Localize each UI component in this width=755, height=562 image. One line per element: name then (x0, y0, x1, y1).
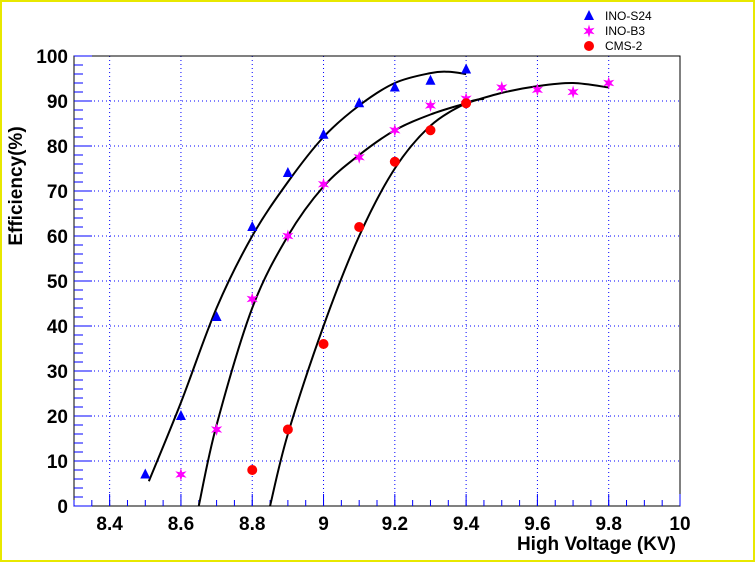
data-point-cms-2 (461, 98, 472, 109)
data-point-ino-s24 (211, 311, 222, 321)
legend-label: INO-B3 (605, 24, 645, 38)
data-point-cms-2 (282, 424, 293, 435)
data-point-ino-b3 (389, 123, 401, 137)
data-point-ino-b3 (317, 177, 330, 191)
legend-label: INO-S24 (605, 9, 652, 23)
y-tick-label: 100 (36, 47, 68, 68)
plot-frame (73, 55, 681, 507)
x-tick-label: 9 (318, 514, 329, 535)
y-tick-label: 60 (47, 227, 68, 248)
data-point-ino-b3 (211, 423, 223, 436)
y-tick-label: 30 (47, 362, 68, 383)
data-point-ino-b3 (246, 292, 258, 306)
fit-curve-ino-b3 (197, 81, 609, 507)
y-tick-label: 50 (47, 272, 68, 293)
data-point-ino-s24 (247, 221, 258, 231)
data-point-cms-2 (247, 465, 258, 475)
x-tick-label: 10 (669, 514, 690, 535)
x-tick-label: 9.2 (382, 514, 408, 535)
data-point-cms-2 (318, 339, 329, 349)
data-point-ino-s24 (140, 468, 151, 479)
y-tick-label: 80 (47, 137, 68, 158)
x-tick-label: 8.6 (168, 514, 194, 535)
data-point-ino-s24 (389, 81, 400, 92)
fit-curve-ino-s24 (147, 70, 467, 482)
data-point-ino-s24 (354, 97, 365, 108)
data-point-ino-s24 (461, 63, 472, 74)
data-point-cms-2 (389, 156, 400, 167)
legend-marker-ino-s24 (584, 10, 594, 20)
data-point-ino-s24 (282, 167, 293, 177)
y-tick-label: 40 (47, 317, 68, 338)
data-point-ino-b3 (531, 83, 543, 97)
x-axis-label: High Voltage (KV) (517, 534, 676, 555)
data-point-cms-2 (354, 222, 365, 232)
data-point-ino-b3 (424, 99, 437, 112)
legend-marker-cms-2 (584, 41, 594, 51)
y-tick-label: 90 (47, 92, 68, 113)
data-point-ino-b3 (603, 76, 615, 90)
x-tick-label: 8.8 (239, 514, 265, 535)
data-point-ino-b3 (282, 229, 294, 243)
y-tick-label: 10 (47, 452, 68, 473)
x-tick-label: 9.8 (595, 514, 621, 535)
data-point-ino-s24 (425, 74, 436, 85)
data-point-ino-s24 (318, 128, 329, 139)
data-point-ino-b3 (496, 81, 508, 94)
data-point-cms-2 (425, 125, 436, 136)
data-point-ino-s24 (175, 410, 186, 420)
x-tick-label: 9.6 (524, 514, 550, 535)
fit-curve-cms-2 (269, 97, 485, 507)
x-tick-label: 9.4 (453, 514, 480, 535)
data-point-ino-b3 (353, 150, 365, 164)
x-tick-label: 8.4 (96, 514, 123, 535)
y-tick-label: 20 (47, 407, 68, 428)
y-tick-label: 0 (57, 497, 68, 518)
legend-marker-ino-b3 (583, 24, 595, 38)
y-axis-label: Efficiency(%) (6, 126, 27, 245)
data-point-ino-b3 (567, 85, 579, 99)
y-tick-label: 70 (47, 182, 68, 203)
data-point-ino-b3 (175, 468, 187, 481)
legend-label: CMS-2 (605, 39, 643, 53)
